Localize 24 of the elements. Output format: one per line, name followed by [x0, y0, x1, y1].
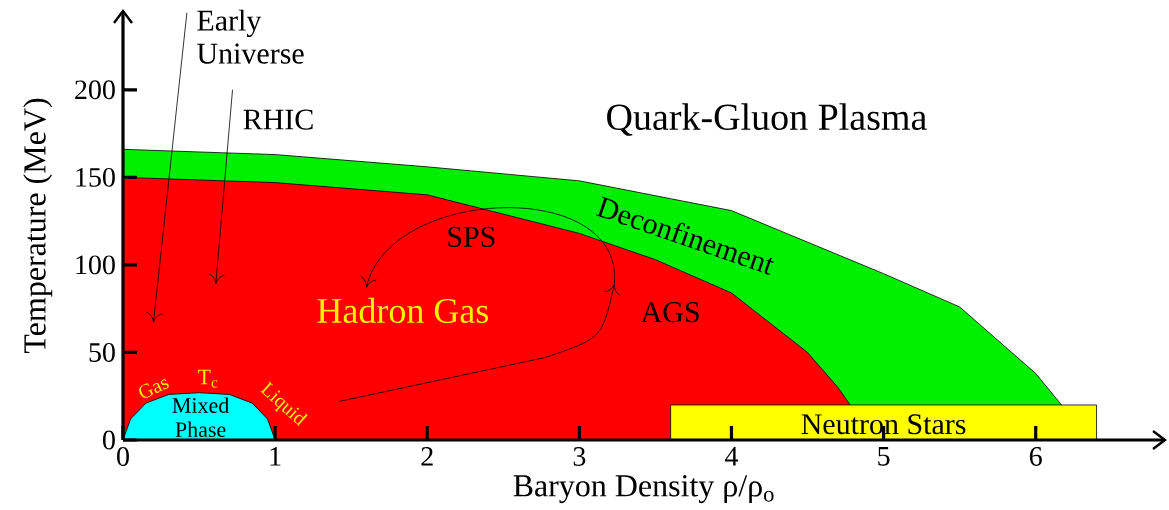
annotation: T$_{c}$	[197, 369, 218, 388]
x-tick-label: 6	[1029, 447, 1042, 466]
annotation: AGS	[640, 302, 699, 323]
x-tick-label: 2	[421, 447, 433, 466]
series-label: Mixed Phase	[172, 397, 230, 438]
x-tick-label: 3	[573, 447, 586, 466]
x-axis-title: Baryon Density ρ/ρ$_{o}$	[513, 475, 774, 504]
x-tick-label: 1	[270, 447, 281, 466]
y-tick-label: 200	[75, 80, 115, 100]
y-tick-label: 100	[76, 255, 115, 275]
annotation: Gas	[139, 379, 169, 398]
y-tick-label: 50	[89, 342, 115, 362]
x-tick-label: 4	[725, 447, 739, 466]
y-tick-label: 0	[103, 430, 115, 450]
series-label: Neutron Stars	[801, 414, 966, 435]
annotation: Quark-Gluon Plasma	[607, 103, 927, 136]
x-tick-label: 0	[117, 447, 129, 466]
annotation: Early Universe	[197, 9, 304, 64]
y-tick-label: 150	[76, 167, 115, 187]
annotation: RHIC	[243, 109, 313, 130]
annotation: SPS	[448, 226, 495, 247]
x-tick-label: 5	[878, 447, 890, 466]
legend-label: Hadron Gas	[317, 297, 489, 324]
y-axis-title: Temperature (MeV)	[23, 98, 53, 354]
